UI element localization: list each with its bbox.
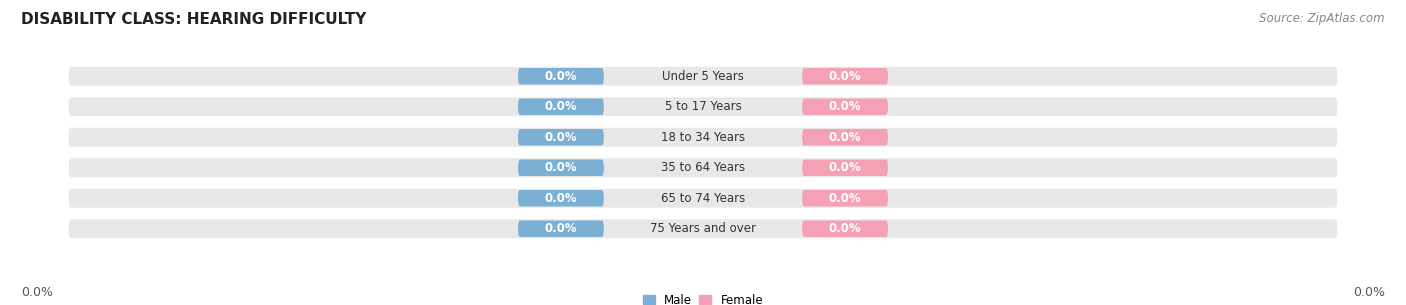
Text: 0.0%: 0.0% bbox=[544, 131, 578, 144]
Text: 18 to 34 Years: 18 to 34 Years bbox=[661, 131, 745, 144]
FancyBboxPatch shape bbox=[801, 190, 889, 206]
Legend: Male, Female: Male, Female bbox=[643, 294, 763, 305]
Text: 0.0%: 0.0% bbox=[544, 222, 578, 235]
FancyBboxPatch shape bbox=[69, 158, 1337, 177]
Text: 0.0%: 0.0% bbox=[544, 161, 578, 174]
FancyBboxPatch shape bbox=[69, 189, 1337, 208]
Text: 0.0%: 0.0% bbox=[544, 192, 578, 205]
Text: 0.0%: 0.0% bbox=[828, 70, 862, 83]
FancyBboxPatch shape bbox=[517, 68, 605, 84]
Text: Under 5 Years: Under 5 Years bbox=[662, 70, 744, 83]
Text: 35 to 64 Years: 35 to 64 Years bbox=[661, 161, 745, 174]
FancyBboxPatch shape bbox=[517, 129, 605, 145]
FancyBboxPatch shape bbox=[801, 129, 889, 145]
Text: 0.0%: 0.0% bbox=[828, 192, 862, 205]
FancyBboxPatch shape bbox=[517, 160, 605, 176]
FancyBboxPatch shape bbox=[517, 99, 605, 115]
Text: Source: ZipAtlas.com: Source: ZipAtlas.com bbox=[1260, 12, 1385, 25]
FancyBboxPatch shape bbox=[801, 160, 889, 176]
FancyBboxPatch shape bbox=[517, 221, 605, 237]
FancyBboxPatch shape bbox=[801, 99, 889, 115]
Text: 0.0%: 0.0% bbox=[828, 161, 862, 174]
FancyBboxPatch shape bbox=[69, 97, 1337, 116]
Text: 0.0%: 0.0% bbox=[544, 70, 578, 83]
FancyBboxPatch shape bbox=[517, 190, 605, 206]
FancyBboxPatch shape bbox=[69, 128, 1337, 147]
FancyBboxPatch shape bbox=[69, 67, 1337, 86]
FancyBboxPatch shape bbox=[801, 68, 889, 84]
Text: 0.0%: 0.0% bbox=[828, 131, 862, 144]
Text: 0.0%: 0.0% bbox=[828, 100, 862, 113]
Text: 65 to 74 Years: 65 to 74 Years bbox=[661, 192, 745, 205]
Text: 75 Years and over: 75 Years and over bbox=[650, 222, 756, 235]
Text: 0.0%: 0.0% bbox=[1353, 286, 1385, 299]
Text: 0.0%: 0.0% bbox=[544, 100, 578, 113]
Text: DISABILITY CLASS: HEARING DIFFICULTY: DISABILITY CLASS: HEARING DIFFICULTY bbox=[21, 12, 367, 27]
Text: 0.0%: 0.0% bbox=[828, 222, 862, 235]
FancyBboxPatch shape bbox=[801, 221, 889, 237]
Text: 5 to 17 Years: 5 to 17 Years bbox=[665, 100, 741, 113]
Text: 0.0%: 0.0% bbox=[21, 286, 53, 299]
FancyBboxPatch shape bbox=[69, 219, 1337, 238]
